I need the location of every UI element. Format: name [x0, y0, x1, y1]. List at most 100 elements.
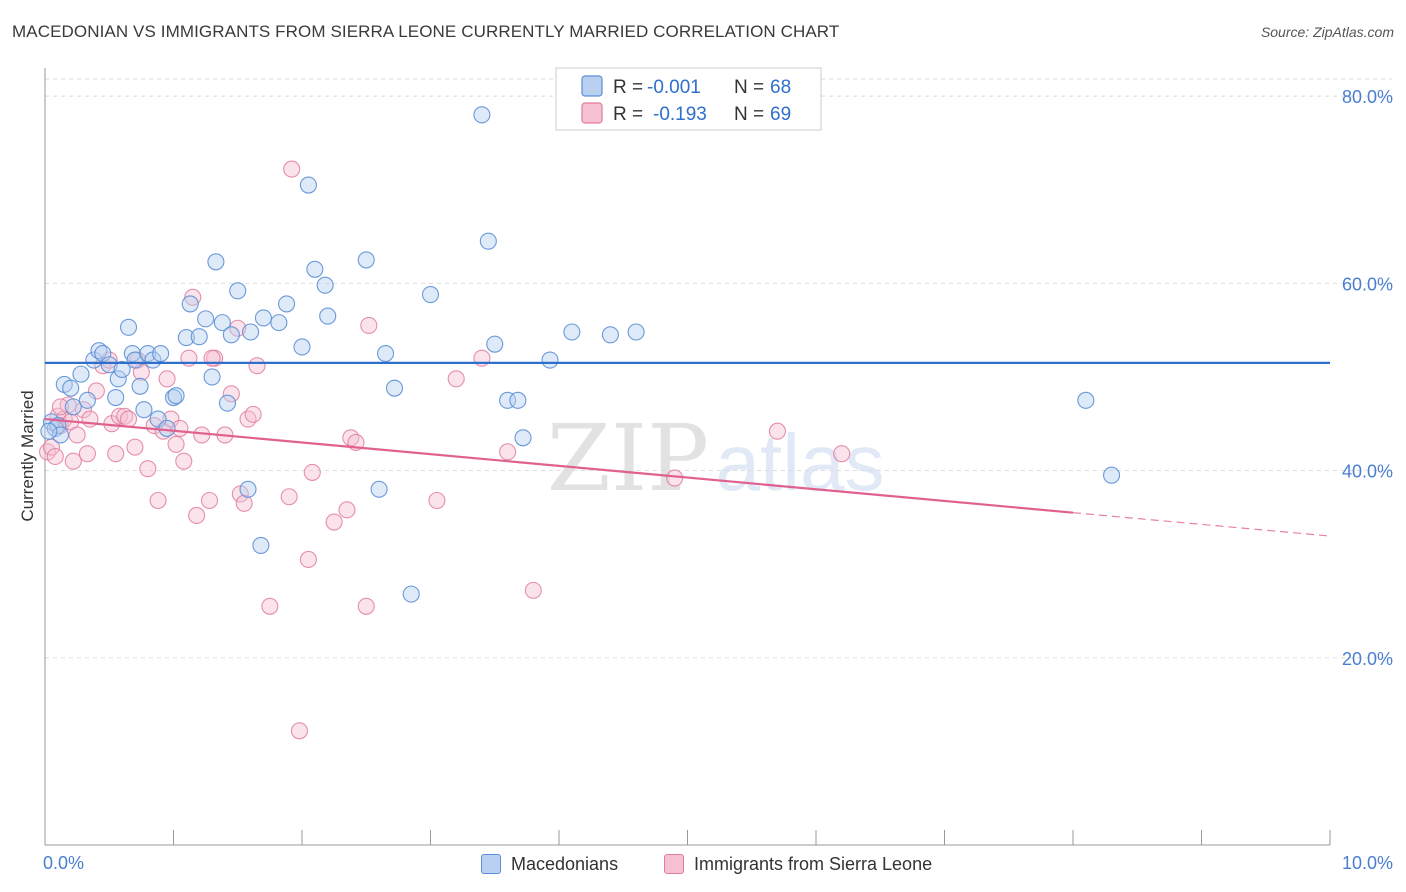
data-point-sierra-leone	[193, 426, 211, 444]
data-point-sierra-leone	[119, 410, 138, 428]
chart-title: MACEDONIAN VS IMMIGRANTS FROM SIERRA LEO…	[12, 22, 840, 41]
data-point-sierra-leone	[64, 452, 82, 470]
data-point-macedonian	[113, 360, 131, 378]
data-point-sierra-leone	[280, 488, 298, 506]
x-tick-label: 0.0%	[43, 853, 84, 873]
data-point-sierra-leone	[244, 405, 262, 423]
data-point-macedonian	[109, 370, 127, 388]
data-point-sierra-leone	[222, 385, 240, 403]
data-point-sierra-leone	[499, 443, 517, 461]
data-point-macedonian	[421, 285, 440, 304]
legend-item-sierra-leone[interactable]: Immigrants from Sierra Leone	[664, 851, 932, 877]
data-point-macedonian	[62, 379, 80, 397]
stats-swatch-blue	[581, 75, 603, 97]
data-point-sierra-leone	[46, 447, 64, 466]
stats-n-label-2: N =	[734, 104, 764, 125]
data-point-sierra-leone	[428, 491, 446, 510]
data-point-macedonian	[78, 391, 96, 409]
data-point-sierra-leone	[833, 445, 851, 463]
data-point-macedonian	[254, 309, 273, 327]
trend-line-sierra-leone	[44, 417, 1074, 514]
legend-swatch-blue	[481, 854, 501, 874]
data-point-macedonian	[479, 232, 497, 250]
data-point-sierra-leone	[78, 445, 96, 463]
trend-lines	[44, 361, 1331, 537]
x-ticks	[44, 830, 1331, 845]
data-point-macedonian	[149, 410, 167, 428]
x-tick-labels: 0.0% 10.0%	[43, 853, 1393, 873]
data-point-sierra-leone	[167, 435, 185, 453]
data-point-macedonian	[131, 377, 149, 395]
data-point-macedonian	[541, 351, 559, 369]
data-point-sierra-leone	[175, 452, 193, 470]
watermark: ZIP atlas	[547, 405, 885, 512]
data-point-macedonian	[1103, 466, 1121, 484]
y-tick-labels: 20.0% 40.0% 60.0% 80.0%	[1342, 87, 1393, 669]
y-tick-label: 60.0%	[1342, 274, 1393, 294]
data-point-sierra-leone	[447, 370, 465, 388]
watermark-zip: ZIP	[547, 405, 709, 512]
data-point-macedonian	[40, 422, 58, 440]
data-point-macedonian	[107, 388, 125, 407]
data-point-macedonian	[627, 323, 645, 341]
data-point-macedonian	[601, 326, 619, 344]
data-point-macedonian	[306, 260, 324, 278]
data-point-sierra-leone	[87, 382, 105, 400]
data-point-sierra-leone	[239, 410, 257, 428]
series-macedonians-points	[40, 106, 1121, 603]
y-tick-label: 80.0%	[1342, 87, 1393, 107]
data-point-macedonian	[222, 326, 240, 344]
grid-lines	[45, 78, 1392, 659]
data-point-macedonian	[152, 344, 170, 363]
data-point-macedonian	[203, 368, 221, 386]
data-point-sierra-leone	[360, 316, 378, 334]
data-point-macedonian	[499, 391, 517, 409]
data-point-macedonian	[177, 329, 195, 347]
y-tick-label: 40.0%	[1342, 462, 1393, 482]
data-point-macedonian	[164, 388, 183, 407]
data-point-macedonian	[402, 585, 420, 603]
data-point-sierra-leone	[261, 597, 279, 615]
data-point-macedonian	[370, 480, 388, 498]
data-point-sierra-leone	[768, 422, 787, 440]
data-point-macedonian	[278, 295, 296, 313]
data-point-sierra-leone	[126, 438, 144, 456]
data-point-sierra-leone	[524, 581, 542, 599]
data-point-macedonian	[319, 307, 337, 325]
legend-swatch-pink	[664, 854, 684, 874]
data-point-macedonian	[85, 351, 103, 369]
data-point-sierra-leone	[149, 491, 167, 510]
data-point-macedonian	[385, 379, 404, 397]
data-point-sierra-leone	[200, 491, 219, 510]
stats-r-value-1: -0.001	[647, 77, 701, 98]
data-point-macedonian	[72, 365, 90, 383]
data-point-sierra-leone	[229, 319, 247, 337]
data-point-macedonian	[514, 429, 532, 447]
legend-item-macedonians[interactable]: Macedonians	[481, 851, 618, 877]
x-tick-label: 10.0%	[1342, 853, 1393, 873]
data-point-macedonian	[135, 401, 153, 419]
stats-legend: R = -0.001 N = 68 R = -0.193 N = 69	[555, 67, 822, 131]
data-point-sierra-leone	[107, 445, 125, 463]
data-point-sierra-leone	[357, 597, 375, 615]
y-axis-title: Currently Married	[18, 390, 37, 521]
data-point-sierra-leone	[666, 469, 684, 487]
legend-label-macedonians: Macedonians	[511, 853, 619, 874]
stats-n-value-1: 68	[770, 77, 791, 98]
data-point-macedonian	[239, 480, 257, 498]
data-point-macedonian	[229, 282, 247, 300]
stats-r-label-2: R =	[613, 104, 643, 125]
data-point-sierra-leone	[290, 722, 308, 740]
data-point-macedonian	[270, 314, 288, 332]
data-point-sierra-leone	[248, 357, 266, 375]
legend-label-sierra-leone: Immigrants from Sierra Leone	[694, 853, 933, 874]
stats-r-label-1: R =	[613, 77, 643, 98]
data-point-macedonian	[473, 106, 491, 124]
data-point-sierra-leone	[162, 410, 180, 428]
y-tick-label: 20.0%	[1342, 649, 1393, 669]
data-point-macedonian	[299, 176, 317, 194]
data-point-macedonian	[167, 387, 185, 405]
data-point-sierra-leone	[158, 370, 176, 388]
data-point-sierra-leone	[325, 513, 343, 531]
